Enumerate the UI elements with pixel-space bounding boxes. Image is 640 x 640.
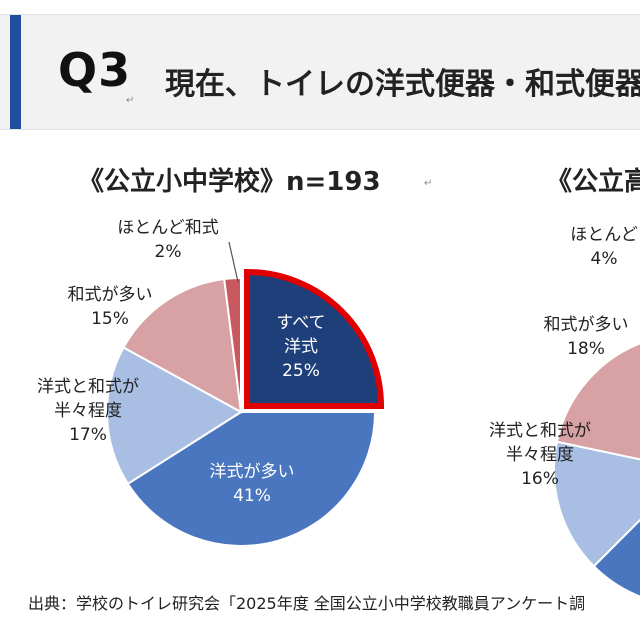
slice-label: 洋式と和式が半々程度 16%	[489, 421, 591, 489]
leader-line	[228, 241, 239, 283]
return-mark-icon: ↵	[424, 178, 433, 189]
question-number: Q3	[58, 43, 132, 97]
slice-label: 洋式と和式が半々程度 17%	[37, 377, 139, 445]
pie-slice	[223, 276, 242, 413]
pie-slice	[106, 346, 243, 486]
slice-label: 和式が多い 18%	[544, 315, 629, 359]
header-accent-bar	[10, 15, 21, 129]
pie-slice	[122, 277, 243, 414]
slice-label: 洋式が多い 41%	[210, 462, 295, 506]
question-text: 現在、トイレの洋式便器・和式便器	[165, 67, 640, 102]
slice-label: ほとんど 4%	[570, 225, 638, 269]
return-mark-icon: ↵	[126, 95, 135, 106]
slice-label: ほとんど和式 2%	[117, 218, 219, 262]
slice-label: 和式が多い 15%	[68, 285, 153, 329]
question-header: Q3 ↵ 現在、トイレの洋式便器・和式便器	[0, 14, 640, 130]
chart-title-elementary: 《公立小中学校》n=193	[78, 167, 381, 197]
pie-slice	[555, 342, 640, 461]
slice-label: すべて洋式 25%	[276, 313, 325, 381]
pie-slice	[552, 440, 640, 568]
chart-title-highschool: 《公立高	[546, 167, 640, 197]
source-citation: 出典：学校のトイレ研究会「2025年度 全国公立小中学校教職員アンケート調	[28, 594, 586, 613]
pie-slice	[244, 268, 385, 409]
pie-slice	[592, 518, 640, 598]
